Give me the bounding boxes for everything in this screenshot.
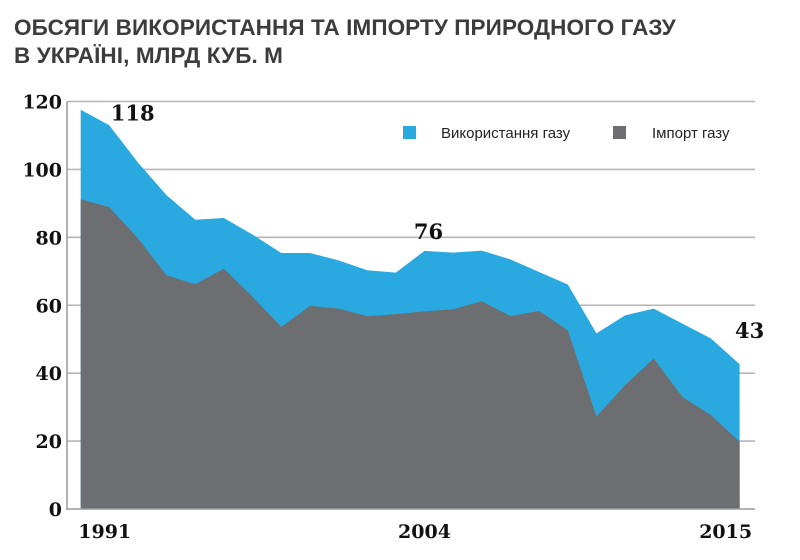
y-tick-label: 0: [49, 499, 62, 521]
x-tick-label: 2004: [398, 521, 451, 543]
x-tick-label: 1991: [78, 521, 131, 543]
y-tick-label: 120: [22, 92, 62, 114]
data-label: 43: [735, 318, 764, 343]
data-label: 76: [414, 219, 443, 244]
legend-swatch: [403, 126, 416, 139]
x-tick-label: 2015: [699, 521, 752, 543]
y-tick-label: 40: [36, 363, 62, 385]
legend-label: Використання газу: [441, 125, 571, 142]
y-tick-label: 80: [36, 227, 62, 249]
y-tick-label: 20: [36, 431, 62, 453]
y-tick-label: 60: [36, 295, 62, 317]
chart-title-line2: В УКРАЇНІ, МЛРД КУБ. М: [14, 43, 284, 68]
chart-title-line1: ОБСЯГИ ВИКОРИСТАННЯ ТА ІМПОРТУ ПРИРОДНОГ…: [14, 15, 676, 40]
chart-title: ОБСЯГИ ВИКОРИСТАННЯ ТА ІМПОРТУ ПРИРОДНОГ…: [14, 14, 676, 70]
data-label: 118: [111, 100, 155, 125]
y-tick-label: 100: [22, 159, 62, 181]
legend-swatch: [613, 126, 626, 139]
legend-label: Імпорт газу: [652, 125, 730, 142]
area-series-import: [80, 199, 740, 510]
